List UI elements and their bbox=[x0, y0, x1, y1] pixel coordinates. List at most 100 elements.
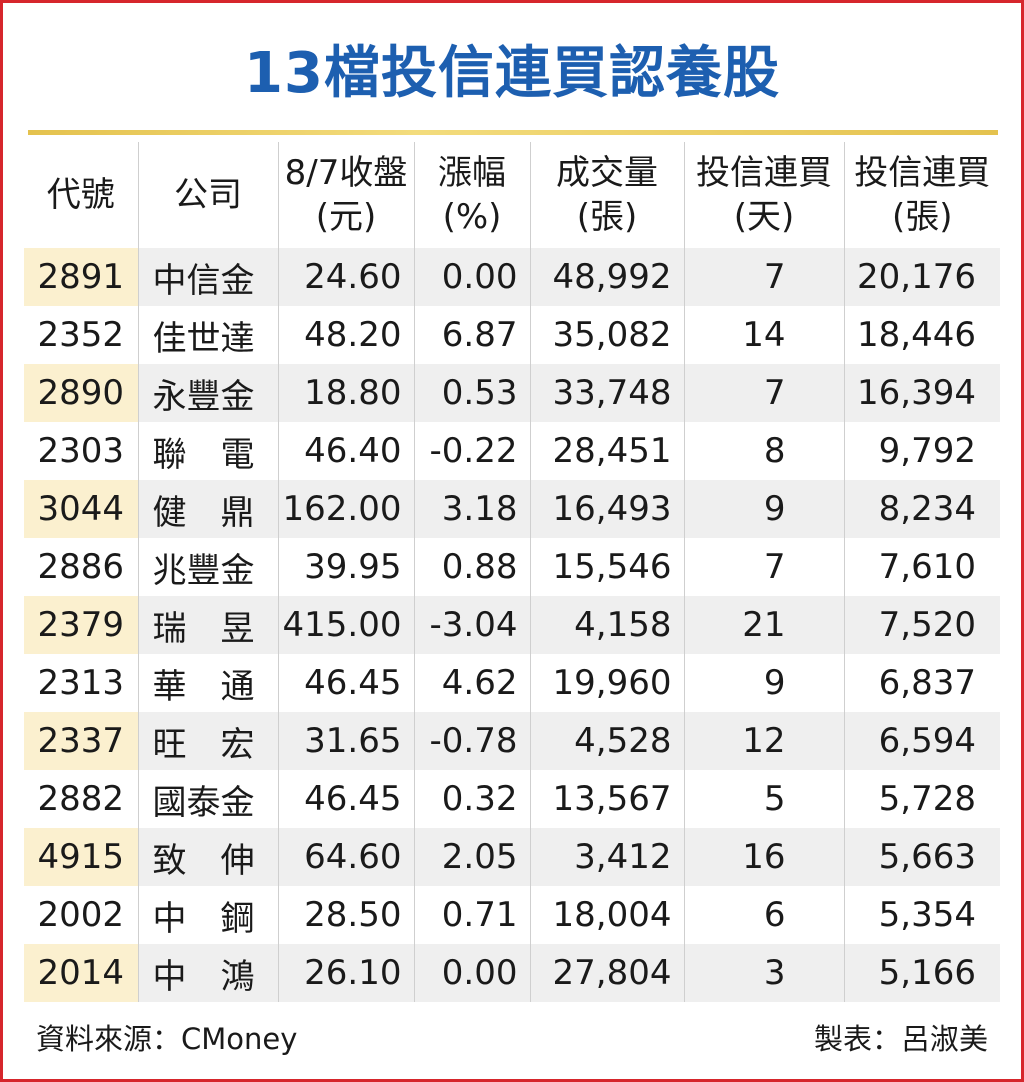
page-title: 13檔投信連買認養股 bbox=[244, 41, 780, 106]
cell-change: 4.62 bbox=[414, 654, 531, 712]
table-row: 2002 中 鋼 28.50 0.71 18,004 6 5,354 bbox=[24, 886, 1000, 944]
cell-company: 國泰金 bbox=[138, 770, 279, 828]
table-row: 4915 致 伸 64.60 2.05 3,412 16 5,663 bbox=[24, 828, 1000, 886]
table-row: 2379 瑞 昱 415.00 -3.04 4,158 21 7,520 bbox=[24, 596, 1000, 654]
source-note: 資料來源：CMoney bbox=[36, 1022, 298, 1056]
cell-close: 46.45 bbox=[278, 654, 415, 712]
cell-volume: 18,004 bbox=[530, 886, 685, 944]
header-close: 8/7收盤 (元) bbox=[278, 142, 415, 248]
cell-change: 0.71 bbox=[414, 886, 531, 944]
cell-lots: 5,728 bbox=[878, 779, 976, 819]
table-header-row: 代號 公司 8/7收盤 (元) 漲幅 (%) 成交量 (張) 投信連買 (天) 投信連買… bbox=[24, 142, 1000, 248]
cell-code: 2352 bbox=[24, 306, 139, 364]
cell-volume: 33,748 bbox=[530, 364, 685, 422]
cell-company: 中 鋼 bbox=[138, 886, 279, 944]
cell-company: 瑞 昱 bbox=[138, 596, 279, 654]
cell-lots: 5,663 bbox=[844, 828, 1000, 886]
cell-change: -0.78 bbox=[414, 712, 531, 770]
cell-code: 2014 bbox=[24, 944, 139, 1002]
cell-close: 24.60 bbox=[278, 248, 415, 306]
cell-close: 46.40 bbox=[278, 422, 415, 480]
cell-code: 2303 bbox=[24, 422, 139, 480]
table-row: 2891 中信金 24.60 0.00 48,992 7 20,176 bbox=[24, 248, 1000, 306]
cell-code: 2002 bbox=[24, 886, 139, 944]
cell-code: 2886 bbox=[24, 538, 139, 596]
cell-change: 3.18 bbox=[414, 480, 531, 538]
cell-company: 兆豐金 bbox=[138, 538, 279, 596]
table-row: 2014 中 鴻 26.10 0.00 27,804 3 5,166 bbox=[24, 944, 1000, 1002]
cell-close: 64.60 bbox=[278, 828, 415, 886]
cell-volume: 35,082 bbox=[530, 306, 685, 364]
cell-days: 16 bbox=[684, 828, 845, 886]
header-days: 投信連買 (天) bbox=[684, 142, 845, 248]
cell-volume: 28,451 bbox=[530, 422, 685, 480]
table-row: 2313 華 通 46.45 4.62 19,960 9 6,837 bbox=[24, 654, 1000, 712]
cell-days: 9 bbox=[684, 654, 845, 712]
cell-lots: 9,792 bbox=[878, 431, 976, 471]
cell-days: 7 bbox=[684, 248, 845, 306]
header-volume: 成交量 (張) bbox=[530, 142, 685, 248]
maker-note: 製表：呂淑美 bbox=[813, 1022, 988, 1056]
cell-code: 2882 bbox=[24, 770, 139, 828]
cell-change: 0.00 bbox=[414, 944, 531, 1002]
cell-close: 46.45 bbox=[278, 770, 415, 828]
cell-company: 旺 宏 bbox=[138, 712, 279, 770]
cell-lots: 18,446 bbox=[857, 315, 976, 355]
table-row: 2303 聯 電 46.40 -0.22 28,451 8 9,792 bbox=[24, 422, 1000, 480]
cell-days: 6 bbox=[684, 886, 845, 944]
cell-company: 致 伸 bbox=[138, 828, 279, 886]
cell-close: 39.95 bbox=[278, 538, 415, 596]
cell-days: 3 bbox=[684, 944, 845, 1002]
cell-volume: 15,546 bbox=[530, 538, 685, 596]
table-row: 2882 國泰金 46.45 0.32 13,567 5 5,728 bbox=[24, 770, 1000, 828]
cell-code: 2379 bbox=[24, 596, 139, 654]
cell-lots: 16,394 bbox=[844, 364, 1000, 422]
cell-days: 5 bbox=[684, 770, 845, 828]
cell-change: 0.00 bbox=[414, 248, 531, 306]
cell-lots: 20,176 bbox=[844, 248, 1000, 306]
cell-lots: 6,594 bbox=[844, 712, 1000, 770]
cell-lots: 8,234 bbox=[844, 480, 1000, 538]
table-row: 2352 佳世達 48.20 6.87 35,082 14 18,446 bbox=[24, 306, 1000, 364]
cell-close: 415.00 bbox=[278, 596, 415, 654]
cell-code: 2890 bbox=[24, 364, 139, 422]
cell-volume: 48,992 bbox=[530, 248, 685, 306]
cell-close: 26.10 bbox=[278, 944, 415, 1002]
table-row: 2886 兆豐金 39.95 0.88 15,546 7 7,610 bbox=[24, 538, 1000, 596]
cell-volume: 3,412 bbox=[530, 828, 685, 886]
cell-close: 31.65 bbox=[278, 712, 415, 770]
cell-days: 12 bbox=[684, 712, 845, 770]
cell-change: 6.87 bbox=[414, 306, 531, 364]
cell-days: 9 bbox=[684, 480, 845, 538]
cell-code: 2313 bbox=[24, 654, 139, 712]
cell-days: 21 bbox=[684, 596, 845, 654]
cell-change: 0.88 bbox=[414, 538, 531, 596]
cell-company: 永豐金 bbox=[138, 364, 279, 422]
cell-lots: 7,520 bbox=[844, 596, 1000, 654]
cell-volume: 19,960 bbox=[530, 654, 685, 712]
cell-lots: 5,166 bbox=[844, 944, 1000, 1002]
cell-close: 28.50 bbox=[278, 886, 415, 944]
header-company: 公司 bbox=[138, 142, 279, 248]
cell-lots: 6,837 bbox=[878, 663, 976, 703]
header-code: 代號 bbox=[24, 142, 139, 248]
cell-lots: 7,610 bbox=[878, 547, 976, 587]
cell-volume: 16,493 bbox=[530, 480, 685, 538]
cell-volume: 27,804 bbox=[530, 944, 685, 1002]
cell-change: 0.32 bbox=[414, 770, 531, 828]
table-row: 2890 永豐金 18.80 0.53 33,748 7 16,394 bbox=[24, 364, 1000, 422]
cell-company: 華 通 bbox=[138, 654, 279, 712]
table-row: 3044 健 鼎 162.00 3.18 16,493 9 8,234 bbox=[24, 480, 1000, 538]
cell-company: 中信金 bbox=[138, 248, 279, 306]
cell-company: 健 鼎 bbox=[138, 480, 279, 538]
cell-change: 2.05 bbox=[414, 828, 531, 886]
cell-close: 48.20 bbox=[278, 306, 415, 364]
cell-close: 162.00 bbox=[278, 480, 415, 538]
cell-volume: 4,528 bbox=[530, 712, 685, 770]
cell-company: 聯 電 bbox=[138, 422, 279, 480]
cell-company: 佳世達 bbox=[138, 306, 279, 364]
header-change: 漲幅 (%) bbox=[414, 142, 531, 248]
cell-days: 14 bbox=[684, 306, 845, 364]
cell-change: 0.53 bbox=[414, 364, 531, 422]
